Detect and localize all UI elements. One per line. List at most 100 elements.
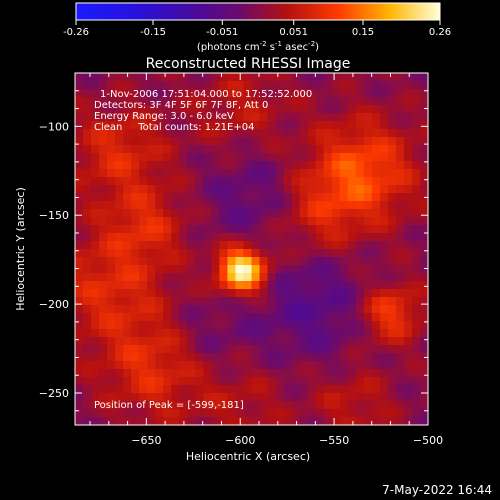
heatmap-cell <box>211 289 221 298</box>
heatmap-cell <box>147 217 156 226</box>
heatmap-cell <box>203 185 212 194</box>
heatmap-cell <box>307 369 317 378</box>
heatmap-cell <box>403 393 413 402</box>
heatmap-cell <box>235 329 245 338</box>
heatmap-cell <box>251 153 261 162</box>
heatmap-cell <box>171 161 180 170</box>
heatmap-cell <box>235 185 245 194</box>
heatmap-cell <box>75 217 84 226</box>
heatmap-cell <box>283 257 293 266</box>
heatmap-cell <box>243 201 253 210</box>
heatmap-cell <box>267 353 277 362</box>
heatmap-cell <box>227 281 237 290</box>
heatmap-cell <box>419 97 429 106</box>
heatmap-cell <box>355 137 365 146</box>
heatmap-cell <box>115 361 124 370</box>
heatmap-cell <box>323 177 333 186</box>
heatmap-cell <box>323 209 333 218</box>
heatmap-cell <box>299 409 309 418</box>
heatmap-cell <box>315 153 325 162</box>
heatmap-cell <box>211 145 221 154</box>
heatmap-cell <box>171 209 180 218</box>
heatmap-cell <box>131 105 140 114</box>
heatmap-cell <box>355 401 365 410</box>
heatmap-cell <box>267 297 277 306</box>
heatmap-cell <box>283 73 293 82</box>
heatmap-cell <box>179 161 188 170</box>
heatmap-cell <box>379 89 389 98</box>
heatmap-cell <box>403 185 413 194</box>
heatmap-cell <box>171 73 180 82</box>
heatmap-cell <box>267 241 277 250</box>
heatmap-cell <box>123 145 132 154</box>
heatmap-cell <box>235 241 245 250</box>
heatmap-cell <box>307 321 317 330</box>
heatmap-cell <box>251 361 261 370</box>
heatmap-cell <box>299 233 309 242</box>
heatmap-cell <box>315 201 325 210</box>
heatmap-cell <box>339 385 349 394</box>
heatmap-cell <box>195 145 204 154</box>
heatmap-cell <box>419 241 429 250</box>
heatmap-cell <box>259 169 269 178</box>
heatmap-cell <box>419 153 429 162</box>
heatmap-cell <box>267 89 277 98</box>
heatmap-cell <box>275 265 285 274</box>
heatmap-cell <box>91 89 100 98</box>
heatmap-cell <box>411 97 421 106</box>
heatmap-cell <box>115 225 124 234</box>
heatmap-cell <box>211 169 221 178</box>
heatmap-cell <box>171 385 180 394</box>
heatmap-cell <box>179 153 188 162</box>
heatmap-cell <box>203 409 212 418</box>
heatmap-cell <box>299 345 309 354</box>
heatmap-cell <box>107 225 116 234</box>
heatmap-cell <box>267 209 277 218</box>
heatmap-cell <box>347 201 357 210</box>
heatmap-cell <box>203 281 212 290</box>
heatmap-cell <box>355 185 365 194</box>
heatmap-cell <box>379 73 389 82</box>
heatmap-cell <box>291 81 301 90</box>
heatmap-cell <box>123 169 132 178</box>
heatmap-cell <box>387 273 397 282</box>
heatmap-cell <box>291 193 301 202</box>
heatmap-cell <box>99 241 108 250</box>
heatmap-cell <box>363 409 373 418</box>
heatmap-cell <box>179 177 188 186</box>
heatmap-cell <box>347 313 357 322</box>
heatmap-cell <box>163 321 172 330</box>
heatmap-cell <box>131 401 140 410</box>
heatmap-cell <box>355 193 365 202</box>
heatmap-cell <box>259 121 269 130</box>
heatmap-cell <box>395 417 405 426</box>
heatmap-cell <box>235 353 245 362</box>
heatmap-cell <box>291 361 301 370</box>
peak-position-label: Position of Peak = [-599,-181] <box>94 400 244 411</box>
heatmap-cell <box>187 121 196 130</box>
heatmap-cell <box>179 193 188 202</box>
heatmap-cell <box>267 321 277 330</box>
heatmap-cell <box>307 153 317 162</box>
heatmap-cell <box>419 305 429 314</box>
heatmap-cell <box>107 273 116 282</box>
heatmap-cell <box>163 369 172 378</box>
heatmap-cell <box>179 121 188 130</box>
heatmap-cell <box>411 145 421 154</box>
heatmap-cell <box>395 401 405 410</box>
heatmap-cell <box>379 217 389 226</box>
heatmap-cell <box>315 353 325 362</box>
heatmap-cell <box>195 257 204 266</box>
heatmap-cell <box>411 169 421 178</box>
heatmap-cell <box>203 297 212 306</box>
heatmap-cell <box>155 241 164 250</box>
heatmap-cell <box>419 209 429 218</box>
heatmap-cell <box>147 273 156 282</box>
heatmap-cell <box>235 177 245 186</box>
heatmap-cell <box>315 161 325 170</box>
heatmap-cell <box>83 361 92 370</box>
heatmap-cell <box>163 345 172 354</box>
heatmap-cell <box>283 145 293 154</box>
heatmap-cell <box>347 337 357 346</box>
heatmap-cell <box>91 97 100 106</box>
